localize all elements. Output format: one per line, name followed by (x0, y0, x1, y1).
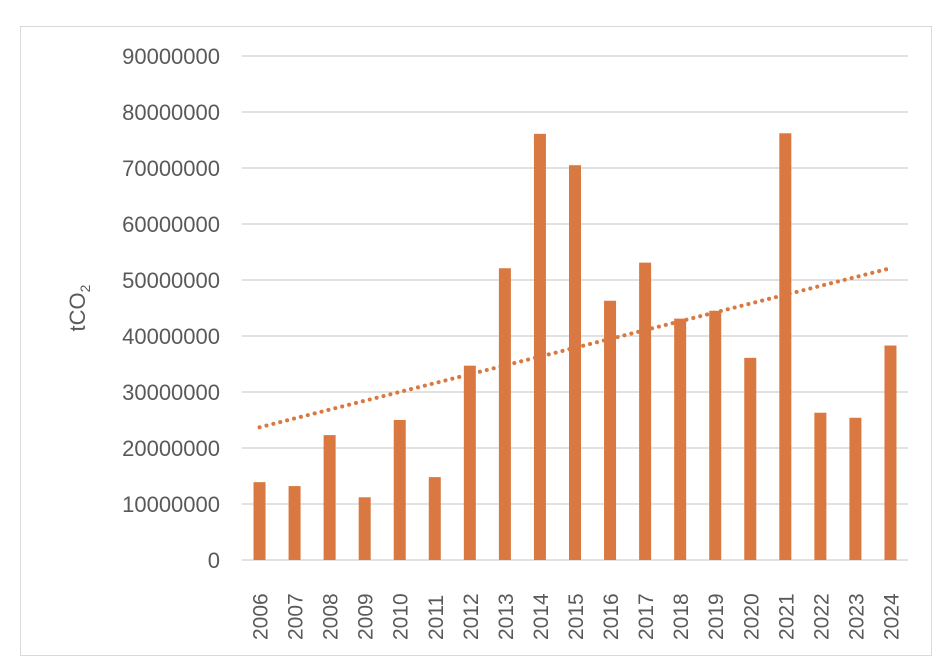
x-tick-label: 2012 (460, 593, 483, 640)
bar-2016 (604, 300, 617, 560)
bar-2014 (533, 133, 546, 560)
bar-2021 (779, 133, 792, 560)
bar-2013 (498, 268, 511, 560)
x-tick-label: 2018 (670, 593, 693, 640)
y-tick-label: 0 (208, 548, 220, 573)
bar-2024 (884, 345, 897, 560)
y-tick-label: 60000000 (122, 212, 220, 237)
y-tick-label: 10000000 (122, 492, 220, 517)
x-tick-label: 2022 (810, 593, 833, 640)
y-tick-label: 20000000 (122, 436, 220, 461)
bar-2010 (393, 420, 406, 560)
x-tick-label: 2024 (880, 593, 903, 640)
x-tick-label: 2023 (845, 593, 868, 640)
y-tick-label: 90000000 (122, 44, 220, 69)
chart-frame (20, 26, 932, 656)
y-tick-label: 40000000 (122, 324, 220, 349)
bar-2006 (253, 482, 266, 560)
x-tick-label: 2020 (740, 593, 763, 640)
bar-2011 (428, 477, 441, 560)
x-tick-label: 2008 (320, 593, 343, 640)
y-axis-label: tCO2 (65, 284, 93, 331)
x-tick-label: 2010 (390, 593, 413, 640)
y-tick-label: 30000000 (122, 380, 220, 405)
bar-2008 (323, 435, 336, 560)
x-tick-label: 2014 (530, 593, 553, 640)
bar-2019 (709, 310, 722, 560)
x-tick-label: 2011 (425, 595, 448, 640)
y-tick-label: 70000000 (122, 156, 220, 181)
y-tick-label: 80000000 (122, 100, 220, 125)
trendline (257, 266, 893, 430)
bar-2018 (674, 318, 687, 560)
bar-2020 (744, 357, 757, 560)
bar-2007 (288, 486, 301, 560)
x-tick-label: 2015 (565, 593, 588, 640)
x-tick-label: 2017 (635, 593, 658, 640)
x-tick-label: 2006 (250, 593, 273, 640)
y-tick-label: 50000000 (122, 268, 220, 293)
x-tick-label: 2009 (355, 593, 378, 640)
bar-2017 (639, 262, 652, 560)
x-tick-label: 2019 (705, 593, 728, 640)
x-tick-label: 2007 (285, 593, 308, 640)
bar-2023 (849, 417, 862, 560)
bar-2009 (358, 497, 371, 560)
bar-2012 (463, 365, 476, 560)
bar-2022 (814, 412, 827, 560)
x-tick-label: 2021 (775, 593, 798, 640)
x-tick-label: 2013 (495, 593, 518, 640)
bar-2015 (569, 165, 581, 560)
x-tick-label: 2016 (600, 593, 623, 640)
